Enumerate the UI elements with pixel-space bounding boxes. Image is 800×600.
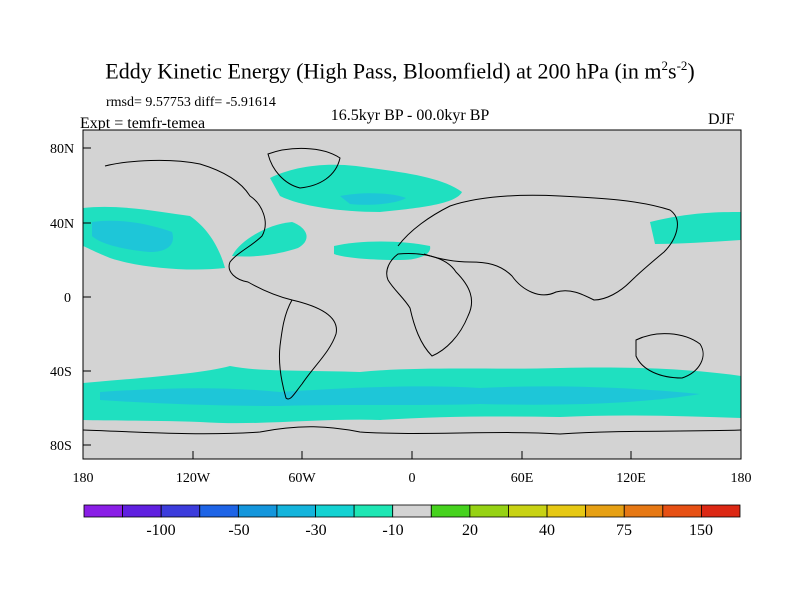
lat-label-80s: 80S	[50, 439, 72, 454]
colorbar-labels: -100 -50 -30 -10 20 40 75 150	[146, 522, 713, 539]
colorbar-swatch	[508, 504, 548, 518]
colorbar-swatch	[199, 504, 239, 518]
lon-label-60w: 60W	[288, 471, 316, 486]
colorbar-label: -10	[382, 522, 403, 539]
colorbar-swatch	[469, 504, 509, 518]
anomaly-regions	[83, 164, 741, 424]
colorbar-swatch	[623, 504, 664, 518]
lat-label-40n: 40N	[50, 217, 74, 232]
lat-label-0: 0	[64, 291, 71, 306]
colorbar-label: -50	[228, 522, 249, 539]
colorbar-swatch	[585, 504, 625, 518]
colorbar-swatch	[83, 504, 123, 518]
colorbar-label: 40	[539, 522, 555, 539]
lon-label-180w: 180	[73, 471, 94, 486]
eurasia-coast	[397, 194, 678, 301]
rmsd-diff-stats: rmsd= 9.57753 diff= -5.91614	[106, 95, 276, 110]
colorbar-swatch	[237, 504, 278, 518]
axis-ticks	[82, 147, 742, 459]
colorbar-label: 75	[616, 522, 632, 539]
lon-label-0: 0	[409, 471, 416, 486]
north-atlantic-band	[232, 222, 307, 257]
colorbar-label: 150	[689, 522, 713, 539]
colorbar	[83, 504, 741, 518]
colorbar-swatch	[392, 504, 432, 518]
colorbar-swatch	[701, 504, 741, 518]
north-atlantic-high	[270, 164, 462, 212]
colorbar-swatch	[353, 504, 394, 518]
chart-title: Eddy Kinetic Energy (High Pass, Bloomfie…	[105, 58, 695, 84]
colorbar-swatch	[315, 504, 355, 518]
colorbar-swatch	[662, 504, 702, 518]
lon-label-180e: 180	[731, 471, 752, 486]
north-pacific-core	[92, 220, 174, 252]
southern-ocean-core	[100, 386, 700, 406]
north-atlantic-core	[340, 193, 406, 205]
coastlines	[83, 147, 741, 435]
south-america-coast	[279, 299, 337, 400]
lon-label-120w: 120W	[176, 471, 211, 486]
lat-label-40s: 40S	[50, 365, 72, 380]
lat-label-80n: 80N	[50, 142, 74, 157]
mediterranean-band	[334, 241, 431, 260]
season-label: DJF	[708, 111, 735, 128]
colorbar-swatch	[122, 504, 162, 518]
colorbar-swatch	[160, 504, 201, 518]
experiment-label: Expt = temfr-temea	[80, 115, 206, 132]
period-label: 16.5kyr BP - 00.0kyr BP	[330, 107, 490, 124]
north-pacific-east	[650, 212, 741, 244]
colorbar-label: -100	[146, 522, 175, 539]
lon-label-120e: 120E	[616, 471, 646, 486]
antarctica-coast	[83, 426, 741, 435]
colorbar-swatch	[430, 504, 471, 518]
australia-coast	[635, 333, 704, 379]
north-america-coast	[104, 159, 293, 301]
colorbar-swatch	[546, 504, 587, 518]
lon-label-60e: 60E	[511, 471, 534, 486]
greenland-coast	[267, 147, 341, 189]
colorbar-label: 20	[462, 522, 478, 539]
colorbar-label: -30	[305, 522, 326, 539]
africa-coast	[386, 253, 472, 357]
colorbar-swatch	[276, 504, 316, 518]
